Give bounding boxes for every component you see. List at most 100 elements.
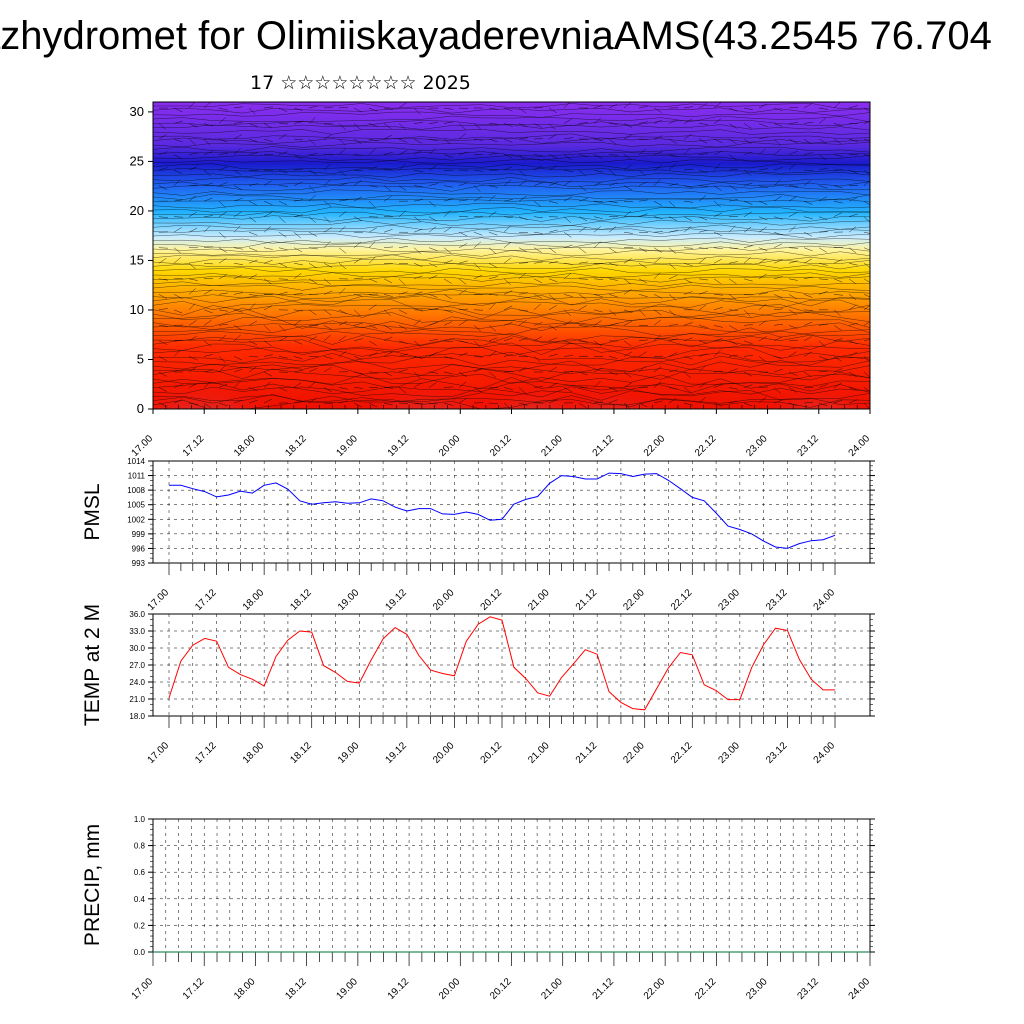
cs-wind-barb bbox=[758, 103, 768, 109]
cs-wind-barb bbox=[458, 107, 469, 109]
cs-wind-barb bbox=[623, 154, 632, 161]
cs-wind-barb bbox=[518, 366, 527, 373]
cs-wind-barb bbox=[458, 133, 467, 140]
cs-contour-line bbox=[153, 180, 870, 188]
cs-wind-barb bbox=[563, 263, 573, 265]
cs-wind-barb bbox=[218, 383, 228, 388]
cs-wind-barb bbox=[713, 247, 723, 250]
cs-wind-barb bbox=[413, 340, 422, 347]
cs-wind-barb bbox=[623, 402, 631, 409]
cs-wind-barb bbox=[473, 325, 481, 332]
cs-wind-barb bbox=[503, 257, 512, 264]
pmsl-ytick-label: 1014 bbox=[127, 457, 145, 466]
cs-wind-barb bbox=[638, 351, 647, 357]
cs-wind-barb bbox=[848, 322, 858, 326]
cs-wind-barb bbox=[458, 243, 468, 248]
cs-wind-barb bbox=[158, 278, 168, 281]
cs-wind-barb bbox=[773, 259, 783, 264]
cs-wind-barb bbox=[653, 272, 661, 279]
cs-wind-barb bbox=[263, 212, 273, 217]
cs-wind-barb bbox=[473, 340, 481, 348]
cs-wind-barb bbox=[758, 320, 767, 326]
cs-wind-barb bbox=[608, 323, 618, 326]
cs-contour-line bbox=[153, 338, 870, 351]
cs-contour-line bbox=[153, 394, 870, 407]
cs-wind-barb bbox=[728, 387, 738, 390]
cs-wind-barb bbox=[233, 399, 243, 404]
cs-wind-barb bbox=[173, 179, 181, 186]
cs-wind-barb bbox=[728, 138, 737, 145]
precip-xtick-label: 17.00 bbox=[130, 976, 156, 1002]
cs-wind-barb bbox=[248, 294, 258, 297]
cs-wind-barb bbox=[668, 387, 678, 390]
cs-wind-barb bbox=[428, 216, 437, 222]
cs-contour-line bbox=[153, 151, 870, 157]
cs-wind-barb bbox=[668, 138, 677, 144]
cs-wind-barb bbox=[233, 263, 243, 265]
cs-wind-barb bbox=[353, 138, 362, 145]
cs-wind-barb bbox=[833, 325, 842, 331]
cs-wind-barb bbox=[503, 154, 513, 159]
temp-xtick-label: 22.00 bbox=[621, 740, 647, 766]
cs-wind-barb bbox=[758, 292, 768, 295]
cs-wind-barb bbox=[623, 321, 633, 326]
cs-contour-line bbox=[153, 155, 870, 162]
cs-wind-barb bbox=[683, 291, 693, 295]
cs-wind-barb bbox=[713, 200, 721, 208]
cs-wind-barb bbox=[263, 106, 273, 109]
cs-wind-barb bbox=[368, 123, 378, 127]
cs-wind-barb bbox=[713, 278, 722, 285]
cs-wind-barb bbox=[788, 122, 798, 124]
cs-wind-barb bbox=[503, 241, 512, 248]
cs-wind-barb bbox=[458, 340, 468, 343]
cs-wind-barb bbox=[653, 366, 662, 373]
cs-ytick-label: 5 bbox=[137, 351, 144, 366]
cs-contour-line bbox=[153, 316, 870, 329]
cs-wind-barb bbox=[788, 260, 798, 264]
cs-wind-barb bbox=[368, 340, 377, 346]
cs-wind-barb bbox=[158, 387, 168, 392]
cs-wind-barb bbox=[563, 340, 573, 344]
cs-wind-barb bbox=[383, 123, 392, 130]
cs-wind-barb bbox=[683, 247, 694, 249]
cs-wind-barb bbox=[308, 368, 318, 373]
cs-wind-barb bbox=[533, 231, 543, 234]
cs-wind-barb bbox=[638, 247, 648, 253]
cs-wind-barb bbox=[233, 325, 242, 331]
temp-xtick-label: 18.00 bbox=[241, 740, 267, 766]
cs-wind-barb bbox=[683, 402, 693, 406]
cs-wind-barb bbox=[638, 213, 648, 217]
cs-warm-cell bbox=[479, 364, 587, 409]
cs-contour-line bbox=[153, 307, 870, 320]
cs-wind-barb bbox=[233, 381, 241, 388]
temp-panel: 18.0 21.0 24.0 27.0 30.0 33.0 36.0 17.00 17.12 1… bbox=[81, 604, 875, 766]
precip-xtick-label: 19.00 bbox=[335, 976, 361, 1002]
cs-wind-barb bbox=[698, 365, 706, 373]
cs-wind-barb bbox=[518, 216, 528, 221]
cs-wind-barb bbox=[818, 402, 828, 407]
precip-ytick-label: 0.6 bbox=[134, 868, 146, 877]
cs-wind-barb bbox=[473, 185, 481, 193]
cs-wind-barb bbox=[833, 212, 843, 217]
cs-wind-barb bbox=[518, 107, 527, 114]
cs-wind-barb bbox=[803, 121, 813, 124]
cs-wind-barb bbox=[608, 371, 618, 376]
cs-wind-barb bbox=[803, 294, 813, 298]
cs-wind-barb bbox=[428, 308, 438, 311]
cs-wind-barb bbox=[248, 320, 258, 326]
cs-wind-barb bbox=[773, 294, 783, 299]
cs-wind-barb bbox=[323, 241, 331, 248]
cs-wind-barb bbox=[698, 278, 708, 281]
cs-wind-barb bbox=[728, 340, 738, 345]
cs-wind-barb bbox=[668, 247, 676, 254]
cs-wind-barb bbox=[443, 260, 453, 264]
cs-wind-barb bbox=[758, 356, 767, 363]
cs-wind-barb bbox=[428, 138, 438, 142]
cs-wind-barb bbox=[353, 258, 362, 264]
cs-wind-barb bbox=[698, 291, 708, 295]
cs-wind-barb bbox=[608, 138, 617, 145]
cs-wind-barb bbox=[188, 320, 197, 326]
cs-wind-barb bbox=[473, 274, 483, 280]
cs-contour-line bbox=[153, 346, 870, 359]
